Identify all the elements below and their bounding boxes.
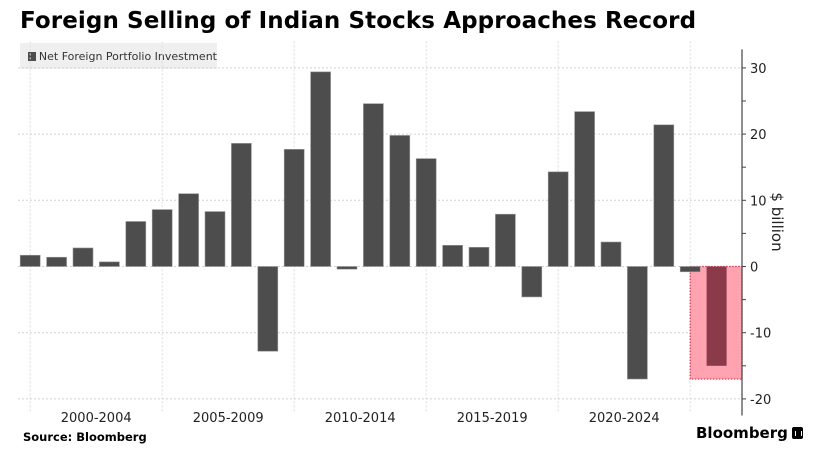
bar-2007 — [231, 143, 252, 267]
bar-2015 — [442, 245, 463, 267]
legend-label: Net Foreign Portfolio Investment — [38, 49, 217, 63]
bar-2021 — [600, 241, 622, 267]
bar-2009 — [283, 149, 305, 267]
y-tick-label: -10 — [750, 327, 771, 342]
y-tick-label: -20 — [750, 393, 771, 408]
bar-2018 — [521, 266, 543, 298]
legend: Net Foreign Portfolio Investment — [20, 43, 217, 69]
bar-2001 — [72, 247, 94, 267]
bar-2014 — [415, 158, 437, 267]
bar-2008 — [257, 266, 279, 352]
chart-icon — [791, 427, 803, 439]
x-tick-label: 2005-2009 — [193, 411, 264, 426]
chart-title: Foreign Selling of Indian Stocks Approac… — [20, 8, 697, 34]
y-tick-label: 20 — [750, 128, 767, 143]
bar-2012 — [363, 103, 384, 267]
bar-2024 — [679, 266, 701, 273]
brand-text: Bloomberg — [696, 424, 788, 442]
x-tick-label: 2020-2024 — [589, 411, 660, 426]
bar-2020 — [574, 111, 595, 267]
bar-2013 — [389, 135, 411, 267]
bar-2010 — [310, 71, 331, 267]
bar-2016 — [468, 247, 490, 267]
y-tick-label: 10 — [750, 194, 767, 209]
y-tick-label: 0 — [750, 261, 758, 276]
bar-2005 — [178, 193, 199, 267]
y-axis-title: $ billion — [768, 192, 786, 251]
x-tick-label: 2000-2004 — [61, 411, 132, 426]
bloomberg-logo: Bloomberg — [696, 424, 803, 442]
bar-2025 — [706, 266, 727, 366]
bar-2002 — [99, 261, 120, 267]
source-note: Source: Bloomberg — [23, 430, 147, 444]
y-axis: 30 20 10 0 -10 -20 — [741, 49, 771, 416]
bar-2004 — [151, 209, 173, 267]
bar-2019 — [547, 171, 569, 267]
bar-2006 — [204, 211, 226, 267]
y-tick-label: 30 — [750, 62, 767, 77]
bar-2022 — [627, 266, 648, 380]
bar-2011 — [336, 266, 358, 270]
x-tick-label: 2010-2014 — [325, 411, 396, 426]
x-tick-label: 2015-2019 — [457, 411, 528, 426]
bar-1999 — [19, 254, 41, 267]
bar-2003 — [125, 221, 147, 267]
x-axis-labels: 2000-2004 2005-2009 2010-2014 2015-2019 2020… — [61, 411, 660, 426]
bar-2023 — [653, 124, 675, 267]
bar-2000 — [46, 256, 67, 267]
bar-2017 — [495, 213, 516, 267]
bars — [19, 71, 727, 380]
legend-swatch — [28, 51, 36, 61]
